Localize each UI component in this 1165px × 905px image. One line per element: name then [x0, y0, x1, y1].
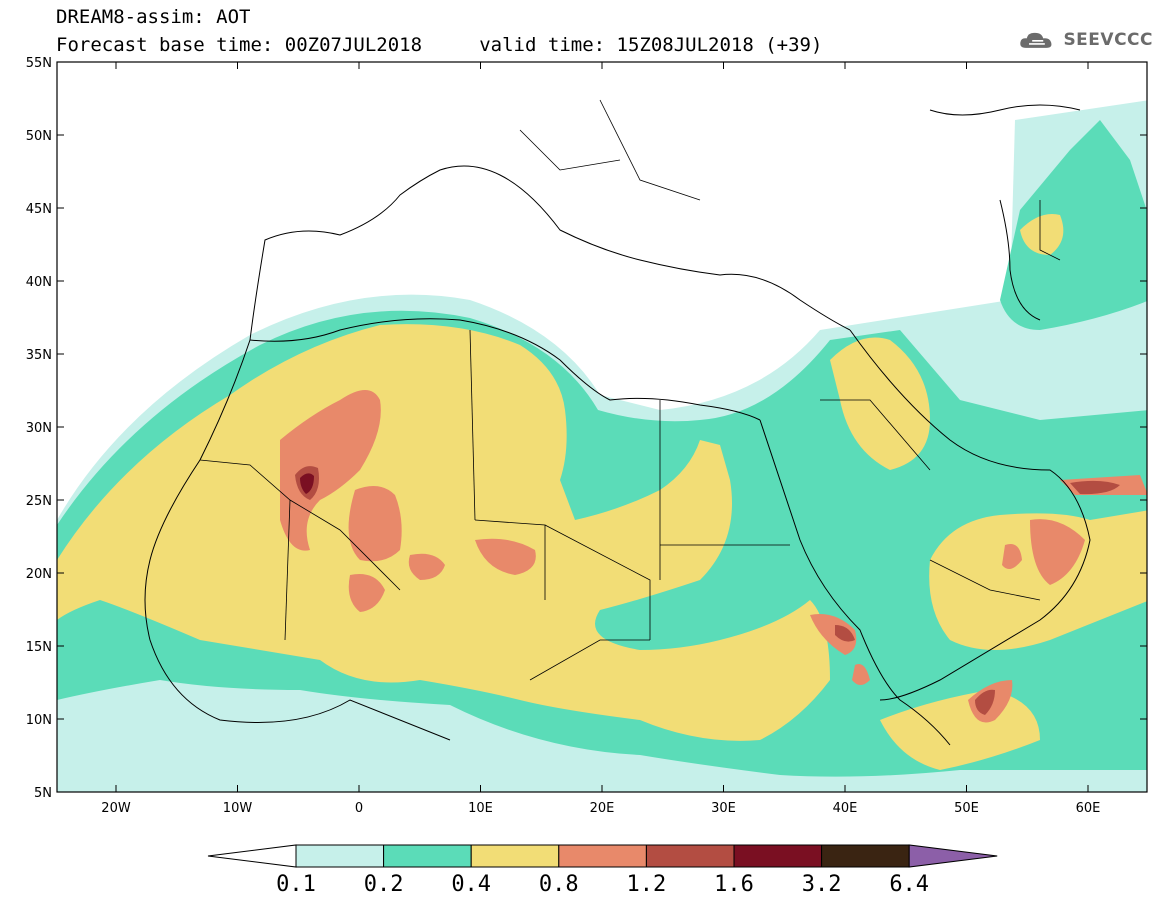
- aot-band-1.6: [300, 473, 314, 494]
- colorbar-label: 0.8: [539, 872, 579, 897]
- lat-label: 40N: [26, 275, 52, 290]
- colorbar-label: 0.2: [364, 872, 404, 897]
- lat-label: 20N: [26, 567, 52, 582]
- colorbar-segment: [558, 844, 647, 868]
- lat-label: 35N: [26, 348, 52, 363]
- colorbar-under-arrow: [207, 844, 297, 868]
- colorbar-segment: [733, 844, 823, 868]
- aot-band-0.4: [57, 214, 1147, 770]
- lon-label: 40E: [833, 801, 858, 816]
- lon-label: 0: [355, 801, 363, 816]
- colorbar: 0.1 0.2 0.4 0.8 1.2 1.6 3.2 6.4: [207, 844, 998, 897]
- lat-label: 45N: [26, 202, 52, 217]
- colorbar-segment: [295, 844, 385, 868]
- lat-label: 55N: [26, 56, 52, 71]
- latitude-axis: 55N 50N 45N 40N 35N 30N 25N 20N 15N 10N 5N: [26, 56, 1147, 801]
- colorbar-label: 1.2: [627, 872, 667, 897]
- lon-label: 10W: [223, 801, 253, 816]
- lat-label: 25N: [26, 494, 52, 509]
- colorbar-segment: [821, 844, 910, 868]
- colorbar-label: 6.4: [889, 872, 929, 897]
- lat-label: 15N: [26, 640, 52, 655]
- lon-label: 20W: [101, 801, 131, 816]
- lon-label: 10E: [468, 801, 493, 816]
- lat-label: 30N: [26, 421, 52, 436]
- logo-text: SEEVCCC: [1063, 30, 1153, 50]
- colorbar-segment: [470, 844, 560, 868]
- lat-label: 10N: [26, 713, 52, 728]
- lat-label: 50N: [26, 129, 52, 144]
- aot-band-0.8: [280, 390, 1147, 723]
- colorbar-segment: [645, 844, 735, 868]
- lon-label: 20E: [590, 801, 615, 816]
- colorbar-label: 0.4: [451, 872, 491, 897]
- lon-label: 50E: [954, 801, 979, 816]
- aot-field: [57, 100, 1147, 792]
- cloud-icon: [1020, 32, 1052, 48]
- colorbar-label: 1.6: [714, 872, 754, 897]
- colorbar-label: 0.1: [276, 872, 316, 897]
- colorbar-over-arrow: [908, 844, 998, 868]
- colorbar-segment: [383, 844, 472, 868]
- seevccc-logo: SEEVCCC: [1018, 26, 1153, 54]
- lon-label: 30E: [711, 801, 736, 816]
- longitude-axis: 20W 10W 0 10E 20E 30E 40E 50E 60E: [101, 62, 1100, 816]
- coastlines: [144, 104, 1091, 746]
- lat-label: 5N: [34, 786, 52, 801]
- colorbar-label: 3.2: [802, 872, 842, 897]
- map-title: DREAM8-assim: AOT: [56, 6, 251, 28]
- country-borders: [199, 99, 1061, 681]
- lon-label: 60E: [1076, 801, 1101, 816]
- forecast-time-line: Forecast base time: 00Z07JUL2018 valid t…: [56, 34, 823, 56]
